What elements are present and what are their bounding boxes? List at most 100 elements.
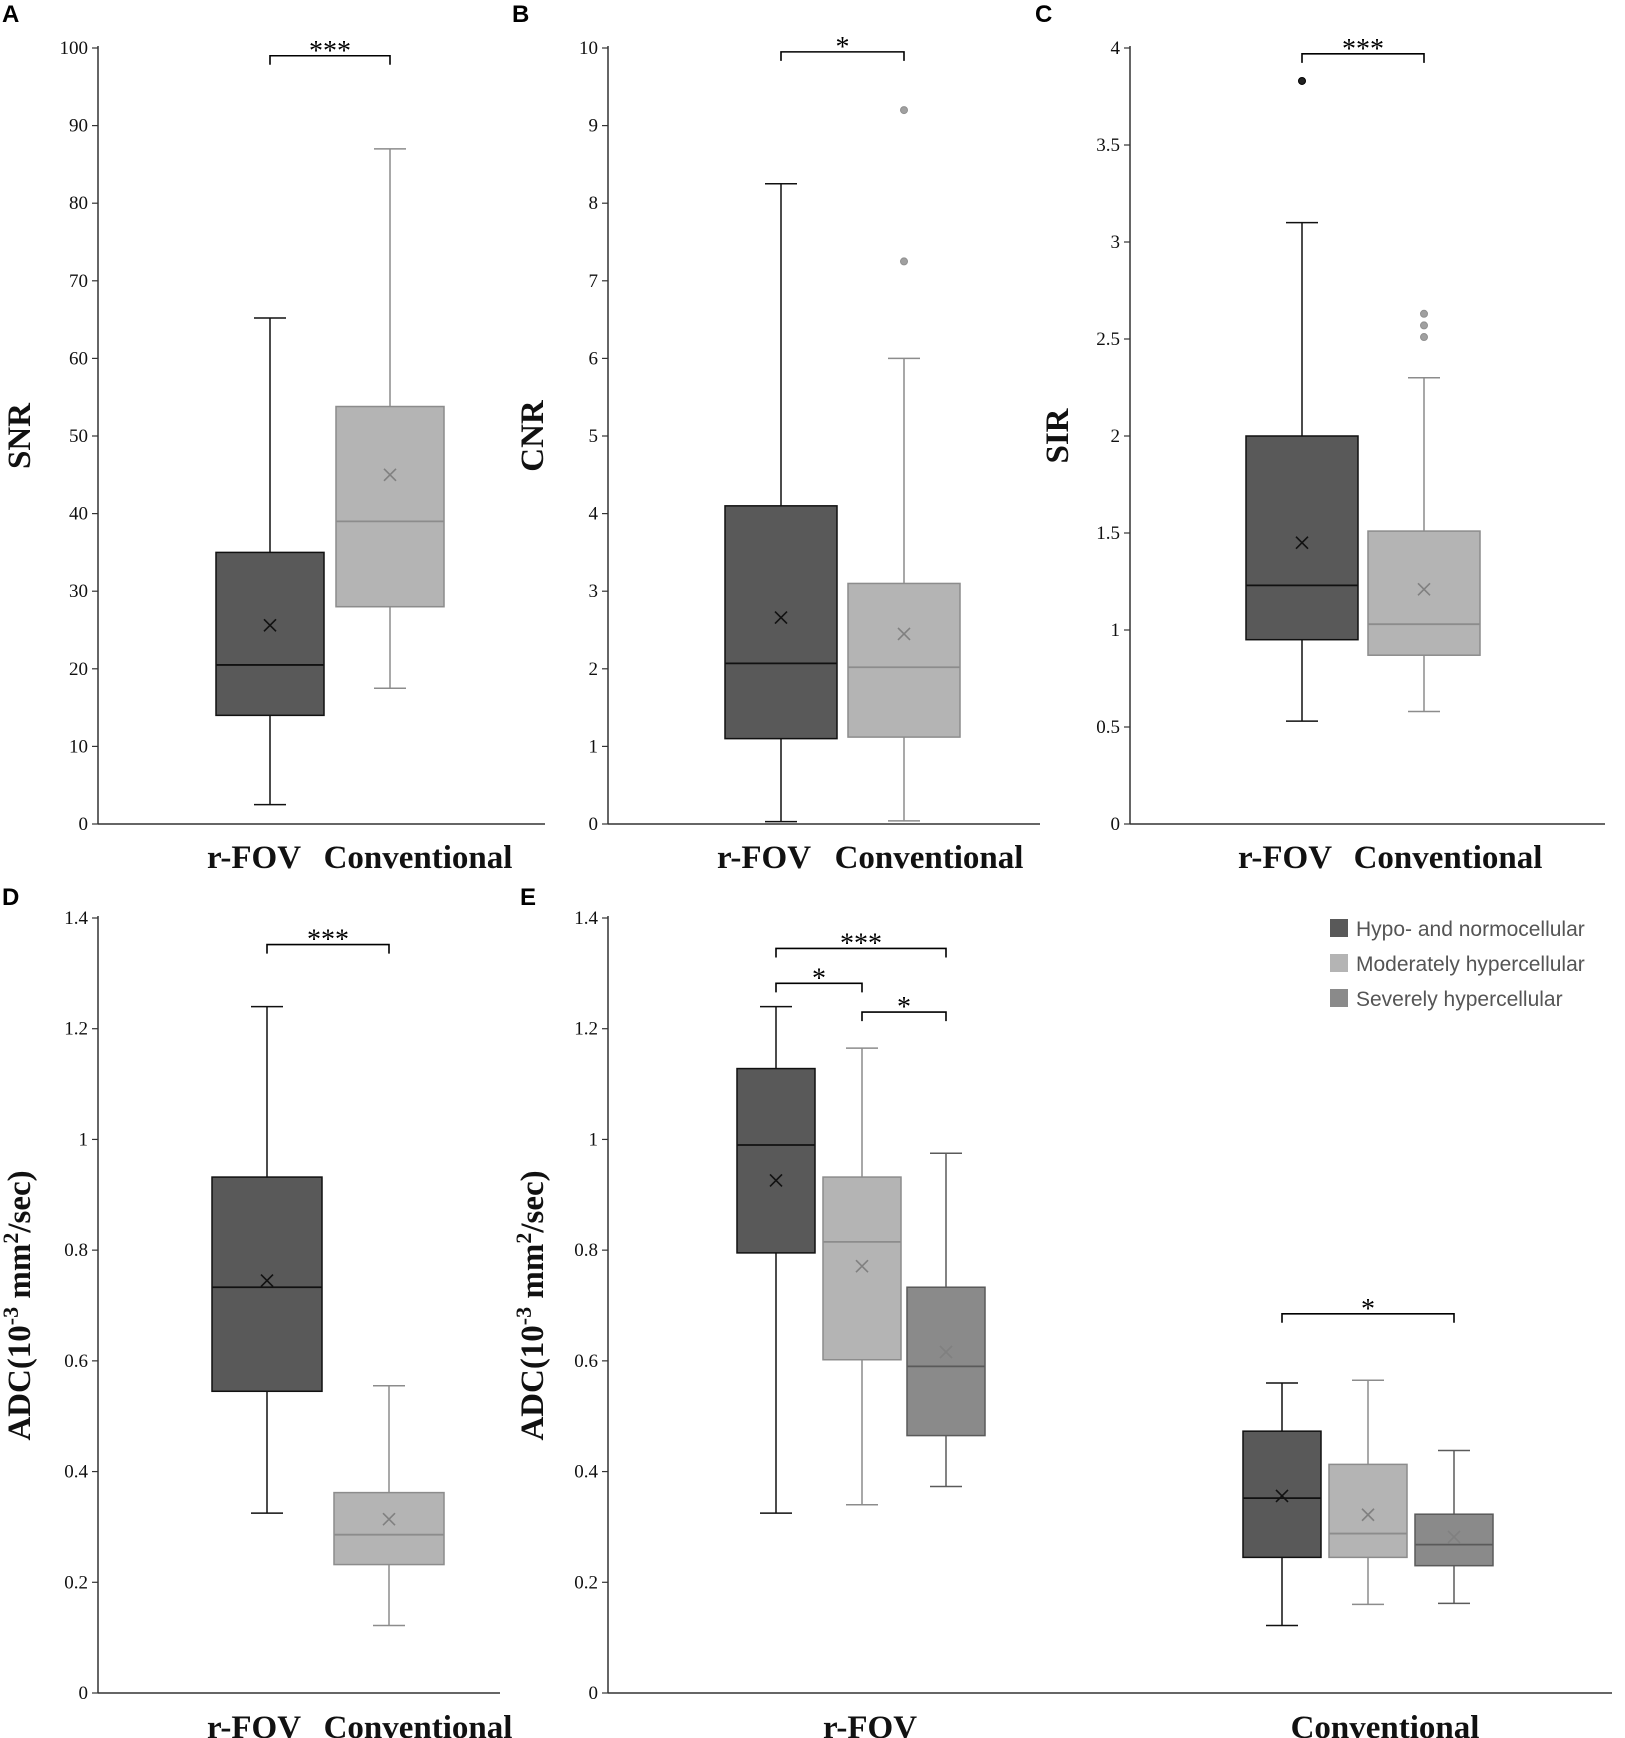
- legend: Hypo- and normocellular Moderately hyperc…: [1330, 918, 1585, 1011]
- significance-bracket: ***: [1301, 34, 1425, 65]
- bracket-line: [780, 51, 905, 61]
- bracket-line: [266, 943, 390, 954]
- panel-d: D 0 0.2 0.4 0.6 0.8 1 1.2 1.4 ADC(10-3 mm2/sec) r-…: [0, 884, 512, 1738]
- y-tick-label: 0.6: [574, 1351, 598, 1372]
- y-tick-label: 3: [589, 581, 599, 602]
- significance-label: *: [897, 992, 911, 1023]
- panel-c: C 0 0.5 1 1.5 2 2.5 3 3.5 4 SIR r-FOV Conventional **…: [1035, 1, 1605, 876]
- y-tick-label: 1.5: [1096, 523, 1120, 544]
- significance-label: *: [812, 963, 826, 994]
- y-axis-label-part: 2: [0, 1233, 23, 1244]
- significance-bracket: *: [775, 963, 863, 994]
- significance-bracket: *: [780, 32, 905, 63]
- box-iqr: [1367, 530, 1481, 656]
- y-tick-label: 3: [1111, 232, 1121, 253]
- outlier-point: [900, 257, 908, 266]
- mean-marker: [260, 1274, 274, 1288]
- y-axis-label-part: ADC(10: [515, 1325, 551, 1440]
- box-a-hypo: [215, 317, 325, 806]
- y-tick-label: 50: [69, 426, 88, 447]
- x-category-label: Conventional: [324, 1710, 513, 1738]
- bracket-line: [1301, 53, 1425, 63]
- outlier-point: [900, 106, 908, 115]
- mean-marker: [1447, 1530, 1461, 1544]
- box-e-moderate: [1328, 1379, 1408, 1606]
- outlier-point: [1420, 309, 1428, 318]
- x-category-label: Conventional: [1354, 840, 1543, 876]
- y-tick-label: 0.6: [64, 1351, 88, 1372]
- box-iqr: [335, 405, 445, 608]
- y-tick-label: 40: [69, 504, 88, 525]
- y-axis-label-part: /sec): [2, 1170, 38, 1233]
- box-iqr: [1245, 435, 1359, 641]
- x-category-label: r-FOV: [207, 1710, 301, 1738]
- y-tick-label: 100: [60, 38, 89, 59]
- y-tick-label: 10: [579, 38, 598, 59]
- y-tick-label: 4: [589, 504, 599, 525]
- bracket-line: [861, 1011, 947, 1022]
- y-tick-label: 4: [1111, 38, 1121, 59]
- box-a-moderate: [335, 148, 445, 689]
- significance-label: ***: [309, 36, 351, 67]
- panel-b: B 0 1 2 3 4 5 6 7 8 9 10 CNR r-FOV Conventional *: [512, 1, 1040, 876]
- y-tick-label: 2: [1111, 426, 1121, 447]
- y-tick-label: 10: [69, 736, 88, 757]
- x-category-label: Conventional: [324, 840, 513, 876]
- y-tick-label: 0.4: [64, 1462, 88, 1483]
- box-iqr: [211, 1176, 323, 1393]
- y-tick-label: 1: [79, 1129, 89, 1150]
- mean-marker: [897, 627, 911, 641]
- legend-swatch: [1330, 919, 1348, 937]
- y-tick-label: 0: [589, 814, 599, 835]
- significance-label: ***: [307, 925, 349, 956]
- y-tick-label: 0.5: [1096, 717, 1120, 738]
- significance-bracket: ***: [775, 928, 947, 959]
- significance-bracket: *: [861, 992, 947, 1023]
- y-axis-label-part: -3: [511, 1307, 536, 1325]
- panel-letter: D: [2, 884, 19, 911]
- y-axis-label-part: ADC(10: [2, 1325, 38, 1440]
- significance-label: *: [1361, 1294, 1375, 1325]
- legend-swatch: [1330, 954, 1348, 972]
- box-iqr: [724, 505, 838, 740]
- mean-marker: [263, 618, 277, 632]
- y-tick-label: 0.2: [64, 1572, 88, 1593]
- box-e-hypo: [736, 1005, 816, 1514]
- y-tick-label: 30: [69, 581, 88, 602]
- y-axis-label: ADC(10-3 mm2/sec): [511, 1170, 551, 1440]
- box-iqr: [1328, 1463, 1408, 1559]
- mean-marker: [769, 1173, 783, 1187]
- box-iqr: [906, 1286, 986, 1437]
- box-iqr: [215, 551, 325, 717]
- legend-label: Moderately hypercellular: [1356, 953, 1585, 976]
- outlier-point: [1420, 321, 1428, 330]
- y-tick-label: 9: [589, 116, 599, 137]
- bracket-line: [775, 982, 863, 993]
- y-tick-label: 8: [589, 193, 599, 214]
- y-axis-label-part: -3: [0, 1307, 23, 1325]
- panel-letter: B: [512, 1, 529, 28]
- mean-marker: [1361, 1508, 1375, 1522]
- y-tick-label: 1.4: [574, 908, 598, 929]
- y-tick-label: 7: [589, 271, 599, 292]
- y-axis-label-part: mm: [515, 1244, 551, 1307]
- y-tick-label: 2.5: [1096, 329, 1120, 350]
- y-tick-label: 0: [1111, 814, 1121, 835]
- mean-marker: [383, 468, 397, 482]
- y-tick-label: 1: [589, 1129, 599, 1150]
- significance-label: ***: [840, 928, 882, 959]
- y-tick-label: 60: [69, 348, 88, 369]
- y-axis-label: CNR: [515, 399, 551, 472]
- outlier-point: [1298, 76, 1306, 85]
- panel-letter: E: [520, 884, 536, 911]
- box-iqr: [1242, 1430, 1322, 1559]
- box-iqr: [333, 1491, 445, 1566]
- y-tick-label: 1.4: [64, 908, 88, 929]
- box-iqr: [847, 582, 961, 738]
- mean-marker: [382, 1512, 396, 1526]
- y-tick-label: 90: [69, 116, 88, 137]
- box-d-moderate: [333, 1385, 445, 1627]
- y-tick-label: 1: [1111, 620, 1121, 641]
- y-axis-label: SNR: [2, 402, 38, 469]
